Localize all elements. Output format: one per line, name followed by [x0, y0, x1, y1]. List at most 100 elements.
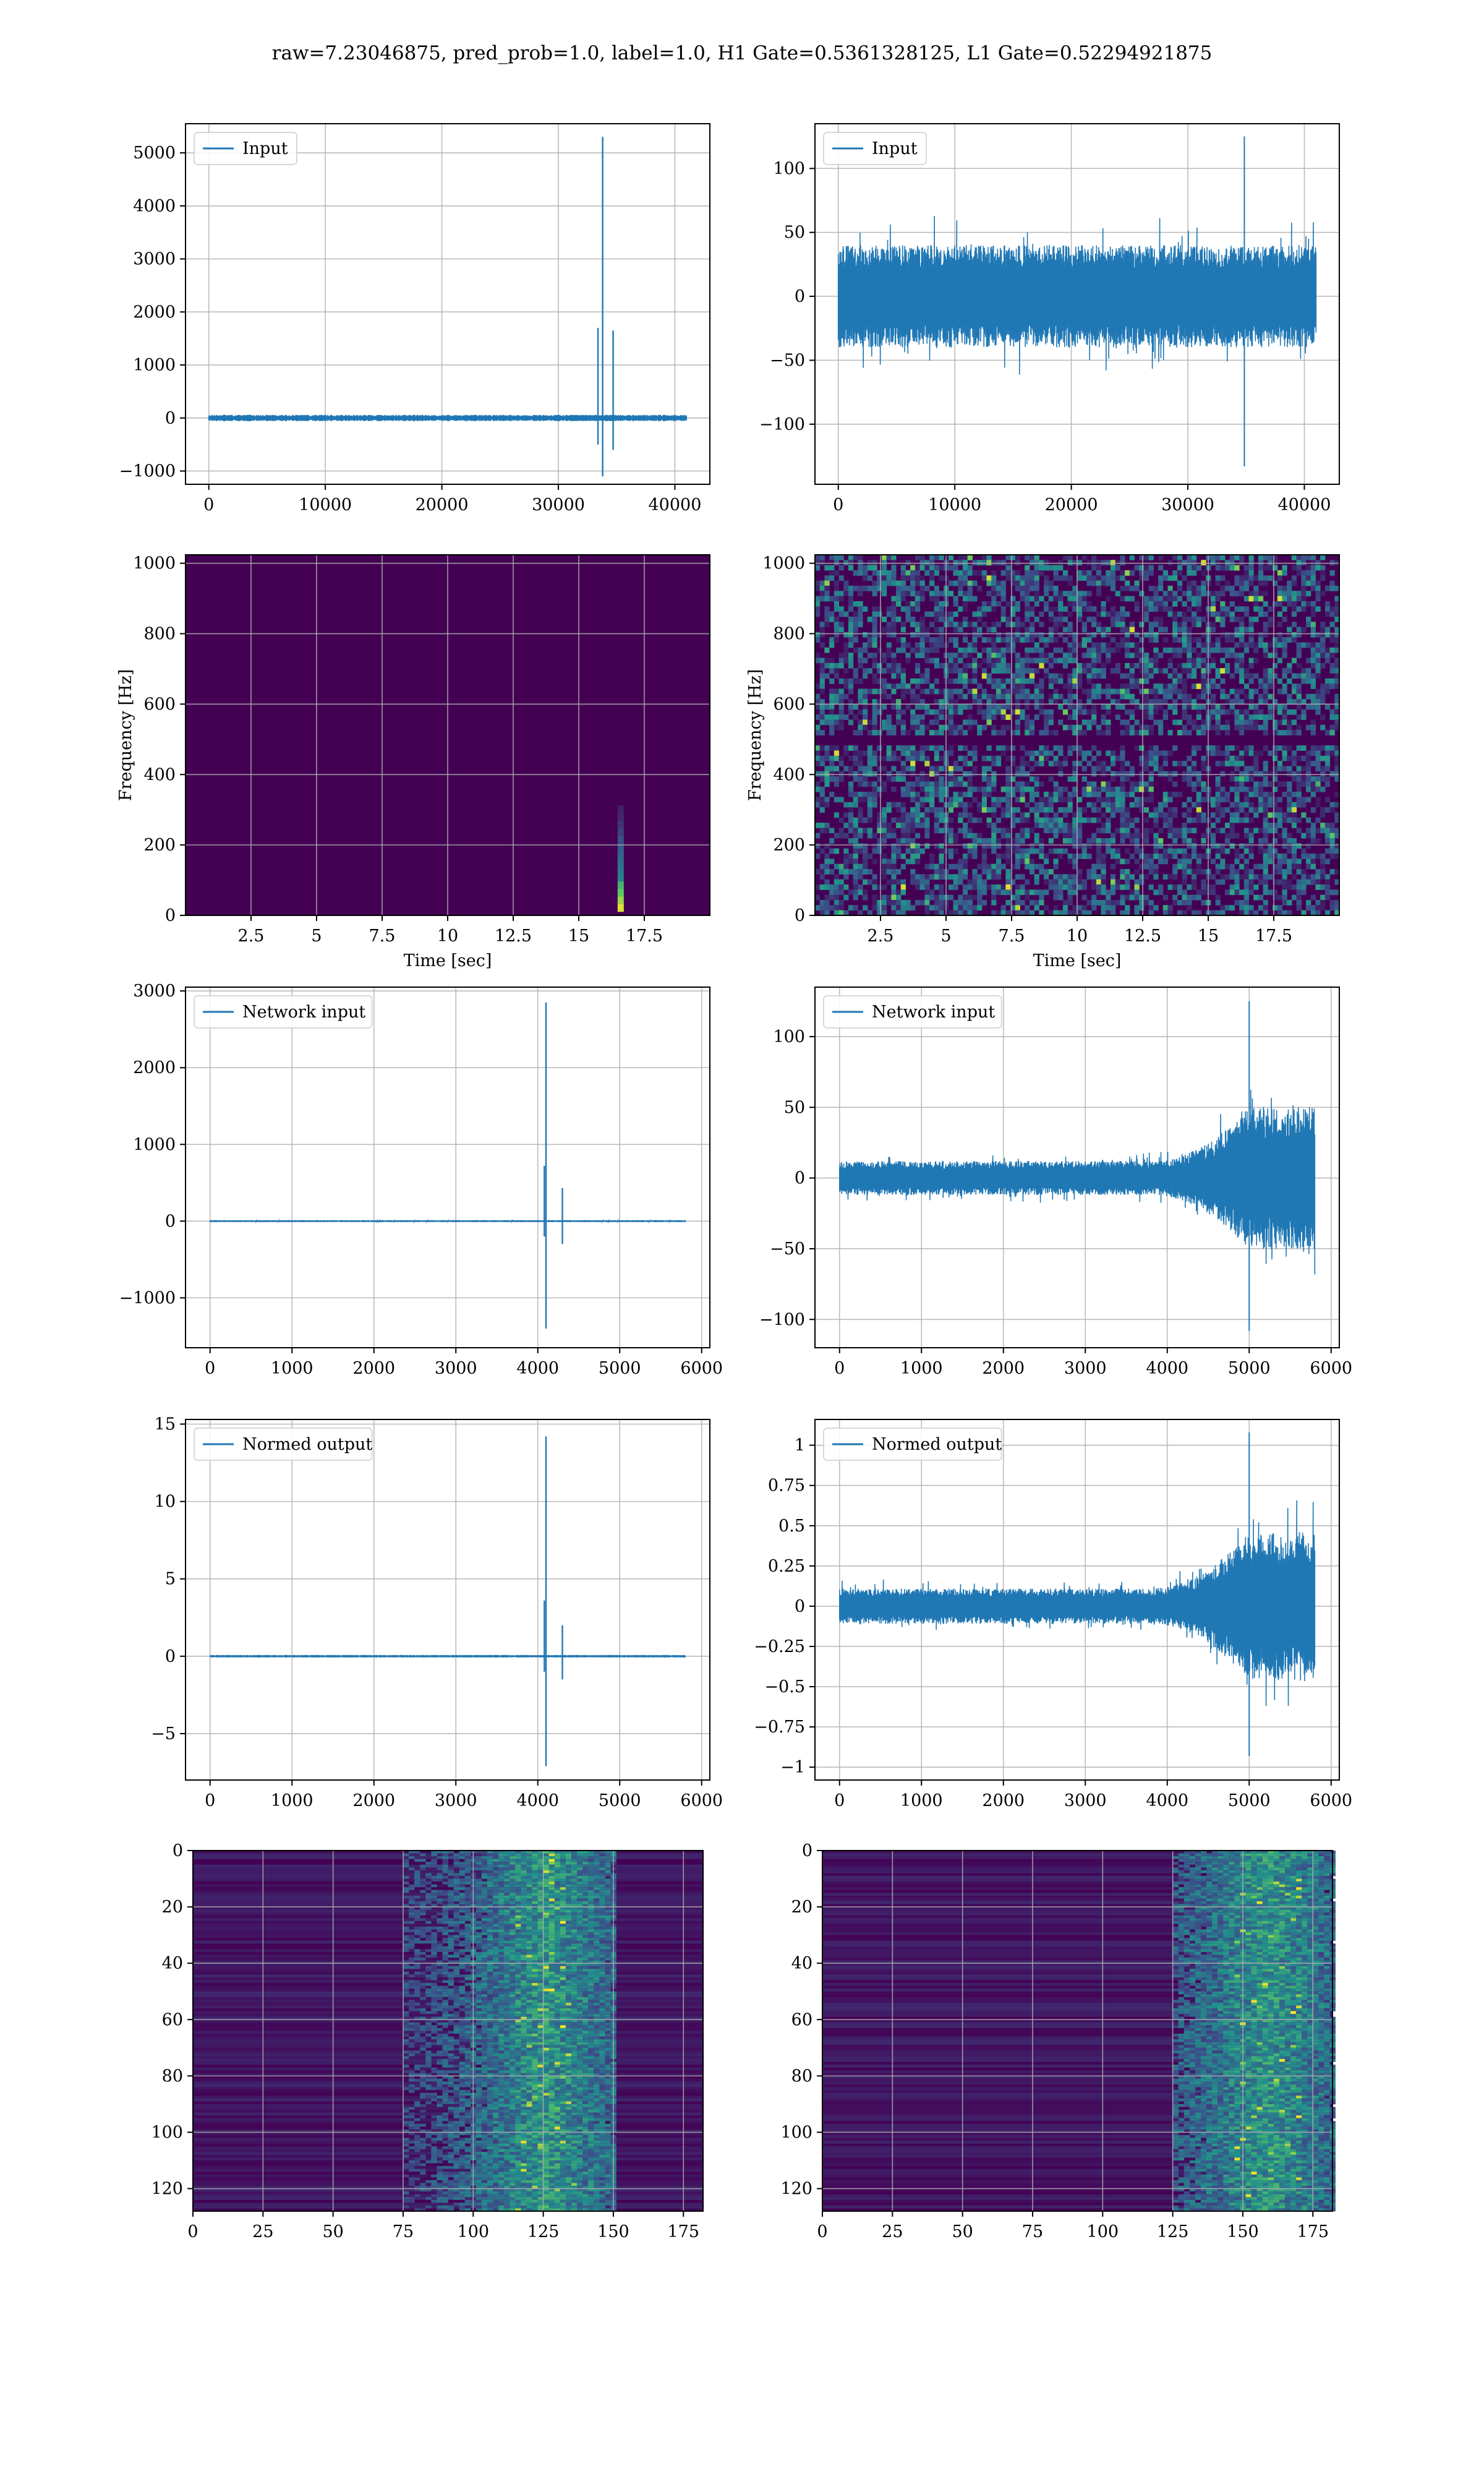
heatmap-cell [1215, 642, 1221, 648]
heatmap-cell [1062, 699, 1068, 705]
heatmap-cell [863, 704, 868, 710]
heatmap-cell [929, 874, 935, 880]
heatmap-cell [1034, 596, 1039, 602]
heatmap-cell [1034, 833, 1039, 839]
heatmap-cell [1158, 843, 1164, 849]
heatmap-cell [939, 874, 944, 880]
heatmap-cell [617, 828, 624, 836]
heatmap-cell [853, 874, 858, 880]
heatmap-cell [981, 797, 987, 803]
heatmap-cell [1243, 719, 1250, 726]
heatmap-cell [1291, 771, 1297, 777]
heatmap-cell [1215, 802, 1221, 808]
heatmap-cell [1062, 637, 1068, 643]
heatmap-cell [1243, 858, 1250, 865]
heatmap-cell [929, 797, 935, 803]
heatmap-cell [1248, 884, 1254, 890]
heatmap-cell [991, 848, 997, 854]
heatmap-cell [838, 606, 844, 612]
heatmap-cell [1010, 761, 1016, 766]
heatmap-cell [1177, 863, 1183, 870]
heatmap-cell [1158, 858, 1164, 865]
heatmap-cell [1025, 668, 1030, 674]
x-tick-label: 0 [203, 495, 214, 515]
heatmap-cell [1129, 781, 1135, 787]
heatmap-cell [986, 678, 992, 684]
heatmap-cell [872, 580, 877, 586]
heatmap-cell [1143, 807, 1149, 813]
heatmap-cell [1005, 843, 1011, 849]
heatmap-cell [1187, 797, 1192, 803]
heatmap-cell [853, 730, 858, 735]
heatmap-cell [863, 575, 868, 581]
heatmap-cell [1277, 730, 1282, 735]
heatmap-cell [1010, 570, 1016, 576]
heatmap-cell [915, 642, 921, 648]
heatmap-cell [910, 858, 916, 865]
heatmap-cell [1248, 673, 1254, 679]
heatmap-cell [504, 1853, 510, 1857]
heatmap-cell [1148, 745, 1154, 751]
heatmap-cell [1015, 797, 1020, 803]
heatmap-cell [967, 905, 973, 911]
heatmap-cell [1072, 766, 1078, 772]
heatmap-cell [863, 693, 868, 700]
heatmap-cell [1062, 653, 1068, 659]
heatmap-cell [1243, 863, 1250, 870]
heatmap-cell [1000, 570, 1006, 576]
heatmap-cell [848, 771, 854, 777]
heatmap-cell [1115, 668, 1120, 674]
heatmap-cell [910, 688, 916, 695]
heatmap-cell [881, 683, 887, 690]
heatmap-cell [1139, 833, 1145, 839]
heatmap-cell [972, 884, 978, 890]
heatmap-cell [1058, 565, 1064, 571]
heatmap-cell [1101, 627, 1106, 633]
heatmap-cell [953, 874, 958, 880]
heatmap-cell [1015, 622, 1020, 628]
heatmap-cell [1096, 863, 1102, 870]
heatmap-cell [1334, 699, 1340, 705]
heatmap-cell [843, 745, 849, 751]
heatmap-cell [1143, 833, 1149, 839]
heatmap-cell [1015, 900, 1020, 905]
heatmap-cell [448, 1856, 454, 1860]
heatmap-cell [838, 693, 844, 700]
heatmap-cell [1162, 606, 1168, 612]
heatmap-cell [1234, 812, 1240, 818]
heatmap-cell [464, 1867, 471, 1871]
heatmap-cell [442, 1853, 448, 1857]
heatmap-cell [1167, 807, 1173, 813]
heatmap-cell [843, 766, 849, 772]
heatmap-cell [1253, 771, 1259, 777]
heatmap-cell [1072, 678, 1078, 684]
heatmap-cell [1334, 673, 1340, 679]
heatmap-cell [1301, 781, 1307, 787]
heatmap-cell [1000, 683, 1006, 690]
heatmap-cell [1067, 879, 1073, 885]
heatmap-cell [1306, 843, 1311, 849]
heatmap-cell [981, 611, 987, 617]
heatmap-cell [594, 1867, 600, 1871]
heatmap-cell [1287, 766, 1292, 772]
heatmap-cell [1315, 699, 1321, 705]
heatmap-cell [991, 596, 997, 602]
heatmap-cell [934, 786, 939, 792]
heatmap-cell [972, 797, 978, 803]
heatmap-cell [838, 591, 844, 597]
heatmap-cell [1120, 776, 1125, 782]
x-tick-label: 3000 [435, 1791, 477, 1810]
heatmap-cell [1310, 601, 1316, 607]
heatmap-cell [1243, 668, 1250, 674]
heatmap-cell [1077, 724, 1083, 730]
heatmap-cell [1282, 704, 1287, 710]
heatmap-cell [1044, 730, 1049, 735]
heatmap-cell [939, 606, 944, 612]
heatmap-cell [1306, 755, 1311, 761]
heatmap-cell [905, 653, 911, 659]
heatmap-cell [1273, 869, 1278, 875]
heatmap-cell [1086, 750, 1092, 756]
x-tick-label: 10 [437, 927, 458, 946]
heatmap-cell [1106, 766, 1111, 772]
heatmap-cell [848, 905, 854, 911]
